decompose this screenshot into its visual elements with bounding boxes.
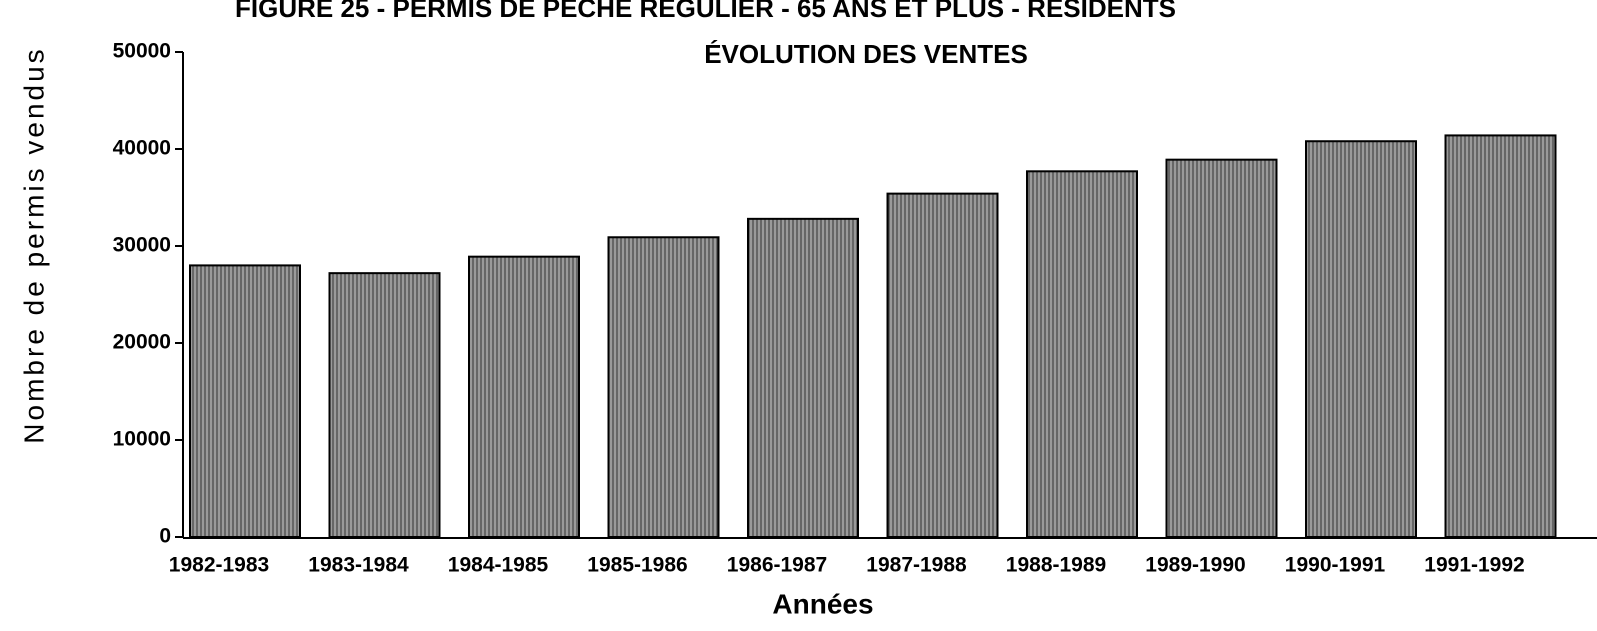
- bar: [189, 264, 301, 538]
- bar: [468, 255, 580, 538]
- x-tick-label: 1982-1983: [169, 554, 269, 577]
- x-tick-label: 1991-1992: [1424, 554, 1524, 577]
- y-tick-label: 50000: [113, 40, 171, 63]
- bar: [607, 236, 720, 539]
- bar: [328, 272, 441, 538]
- bar: [1444, 134, 1557, 538]
- y-tick-label: 10000: [113, 428, 171, 451]
- x-tick-label: 1990-1991: [1285, 554, 1386, 577]
- x-tick-label: 1983-1984: [308, 554, 409, 577]
- bar: [1305, 140, 1417, 539]
- bar: [886, 192, 999, 538]
- y-axis-label: Nombre de permis vendus: [18, 46, 49, 443]
- bar: [747, 217, 859, 538]
- x-tick-label: 1989-1990: [1145, 554, 1245, 577]
- y-tick-label: 20000: [113, 331, 171, 354]
- chart-title: FIGURE 25 - PERMIS DE PÊCHE RÉGULIER - 6…: [235, 0, 1176, 23]
- bar: [1165, 158, 1278, 538]
- x-tick-label: 1985-1986: [587, 554, 687, 577]
- bar: [1026, 170, 1138, 538]
- x-tick-label: 1988-1989: [1006, 554, 1106, 577]
- y-tick-label: 30000: [113, 234, 171, 257]
- chart-subtitle: ÉVOLUTION DES VENTES: [704, 39, 1028, 69]
- x-tick-label: 1984-1985: [448, 554, 549, 577]
- x-axis-label: Années: [772, 588, 873, 619]
- x-tick-label: 1987-1988: [866, 554, 967, 577]
- y-tick-label: 0: [159, 525, 171, 548]
- y-tick-label: 40000: [113, 137, 171, 160]
- x-tick-label: 1986-1987: [727, 554, 827, 577]
